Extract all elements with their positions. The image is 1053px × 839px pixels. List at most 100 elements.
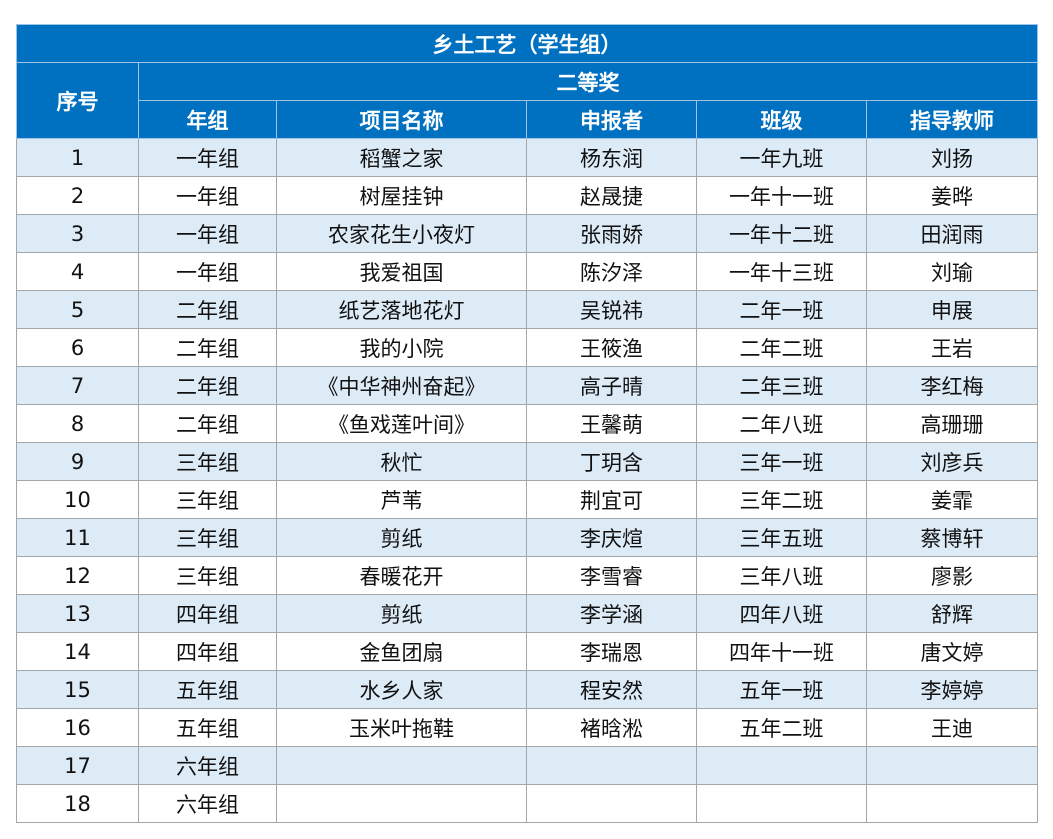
cell-class: 一年十三班 — [696, 252, 867, 291]
cell-applicant: 褚晗淞 — [526, 708, 697, 747]
cell-project: 树屋挂钟 — [276, 176, 527, 215]
cell-index: 1 — [16, 138, 139, 177]
cell-grade: 二年组 — [138, 366, 277, 405]
cell-applicant: 高子晴 — [526, 366, 697, 405]
cell-class: 三年五班 — [696, 518, 867, 557]
cell-index: 4 — [16, 252, 139, 291]
cell-applicant: 吴锐祎 — [526, 290, 697, 329]
cell-teacher: 王迪 — [865, 708, 1039, 747]
cell-index: 17 — [16, 746, 139, 785]
cell-project: 我爱祖国 — [276, 252, 527, 291]
cell-teacher — [865, 746, 1039, 785]
cell-applicant: 程安然 — [526, 670, 697, 709]
cell-teacher: 刘瑜 — [865, 252, 1039, 291]
table-row: 18 六年组 — [16, 784, 1039, 823]
award-level: 二等奖 — [137, 62, 1039, 101]
table-row: 13 四年组 剪纸 李学涵 四年八班 舒辉 — [16, 594, 1039, 633]
cell-applicant: 赵晟捷 — [526, 176, 697, 215]
cell-project — [276, 784, 527, 823]
cell-grade: 三年组 — [138, 442, 277, 481]
cell-class: 五年二班 — [696, 708, 867, 747]
cell-index: 6 — [16, 328, 139, 367]
header-teacher: 指导教师 — [865, 100, 1039, 139]
cell-grade: 四年组 — [138, 632, 277, 671]
cell-class — [696, 746, 867, 785]
table-row: 12 三年组 春暖花开 李雪睿 三年八班 廖影 — [16, 556, 1039, 595]
header-project: 项目名称 — [276, 100, 527, 139]
cell-index: 9 — [16, 442, 139, 481]
cell-teacher: 申展 — [865, 290, 1039, 329]
table-row: 10 三年组 芦苇 荆宜可 三年二班 姜霏 — [16, 480, 1039, 519]
cell-grade: 五年组 — [138, 708, 277, 747]
cell-index: 16 — [16, 708, 139, 747]
table-row: 3 一年组 农家花生小夜灯 张雨娇 一年十二班 田润雨 — [16, 214, 1039, 253]
cell-applicant: 王筱渔 — [526, 328, 697, 367]
table-row: 11 三年组 剪纸 李庆煊 三年五班 蔡博轩 — [16, 518, 1039, 557]
table-row: 8 二年组 《鱼戏莲叶间》 王馨萌 二年八班 高珊珊 — [16, 404, 1039, 443]
cell-class: 三年八班 — [696, 556, 867, 595]
cell-project: 芦苇 — [276, 480, 527, 519]
cell-class: 四年十一班 — [696, 632, 867, 671]
cell-applicant: 李庆煊 — [526, 518, 697, 557]
cell-project: 我的小院 — [276, 328, 527, 367]
cell-project: 秋忙 — [276, 442, 527, 481]
cell-applicant: 荆宜可 — [526, 480, 697, 519]
cell-index: 12 — [16, 556, 139, 595]
cell-project: 《鱼戏莲叶间》 — [276, 404, 527, 443]
cell-class: 五年一班 — [696, 670, 867, 709]
cell-index: 10 — [16, 480, 139, 519]
cell-teacher: 唐文婷 — [865, 632, 1039, 671]
cell-grade: 一年组 — [138, 138, 277, 177]
cell-index: 3 — [16, 214, 139, 253]
cell-project: 剪纸 — [276, 518, 527, 557]
cell-teacher: 高珊珊 — [865, 404, 1039, 443]
cell-index: 14 — [16, 632, 139, 671]
cell-applicant: 张雨娇 — [526, 214, 697, 253]
cell-project: 春暖花开 — [276, 556, 527, 595]
cell-teacher: 姜霏 — [865, 480, 1039, 519]
cell-applicant: 李瑞恩 — [526, 632, 697, 671]
cell-index: 18 — [16, 784, 139, 823]
cell-teacher: 舒辉 — [865, 594, 1039, 633]
cell-project: 《中华神州奋起》 — [276, 366, 527, 405]
cell-grade: 一年组 — [138, 252, 277, 291]
table-row: 7 二年组 《中华神州奋起》 高子晴 二年三班 李红梅 — [16, 366, 1039, 405]
cell-project: 稻蟹之家 — [276, 138, 527, 177]
cell-project: 金鱼团扇 — [276, 632, 527, 671]
table-row: 6 二年组 我的小院 王筱渔 二年二班 王岩 — [16, 328, 1039, 367]
cell-project — [276, 746, 527, 785]
cell-teacher — [865, 784, 1039, 823]
cell-teacher: 刘彦兵 — [865, 442, 1039, 481]
cell-project: 纸艺落地花灯 — [276, 290, 527, 329]
cell-class: 二年二班 — [696, 328, 867, 367]
cell-index: 5 — [16, 290, 139, 329]
cell-teacher: 田润雨 — [865, 214, 1039, 253]
cell-index: 13 — [16, 594, 139, 633]
cell-project: 剪纸 — [276, 594, 527, 633]
cell-grade: 四年组 — [138, 594, 277, 633]
cell-class — [696, 784, 867, 823]
table-row: 1 一年组 稻蟹之家 杨东润 一年九班 刘扬 — [16, 138, 1039, 177]
cell-index: 7 — [16, 366, 139, 405]
cell-class: 二年一班 — [696, 290, 867, 329]
table-row: 4 一年组 我爱祖国 陈汐泽 一年十三班 刘瑜 — [16, 252, 1039, 291]
header-applicant: 申报者 — [526, 100, 697, 139]
table-body: 1 一年组 稻蟹之家 杨东润 一年九班 刘扬 2 一年组 树屋挂钟 赵晟捷 一年十一班 姜晔 3 一年组农… — [16, 138, 1039, 823]
cell-teacher: 李红梅 — [865, 366, 1039, 405]
cell-applicant: 杨东润 — [526, 138, 697, 177]
cell-grade: 三年组 — [138, 556, 277, 595]
cell-class: 三年二班 — [696, 480, 867, 519]
cell-project: 农家花生小夜灯 — [276, 214, 527, 253]
table-row: 9 三年组 秋忙 丁玥含 三年一班 刘彦兵 — [16, 442, 1039, 481]
cell-index: 2 — [16, 176, 139, 215]
cell-project: 水乡人家 — [276, 670, 527, 709]
cell-applicant: 李学涵 — [526, 594, 697, 633]
cell-index: 11 — [16, 518, 139, 557]
cell-class: 一年九班 — [696, 138, 867, 177]
cell-class: 一年十一班 — [696, 176, 867, 215]
cell-class: 三年一班 — [696, 442, 867, 481]
cell-teacher: 蔡博轩 — [865, 518, 1039, 557]
cell-applicant: 陈汐泽 — [526, 252, 697, 291]
cell-class: 二年三班 — [696, 366, 867, 405]
cell-index: 8 — [16, 404, 139, 443]
